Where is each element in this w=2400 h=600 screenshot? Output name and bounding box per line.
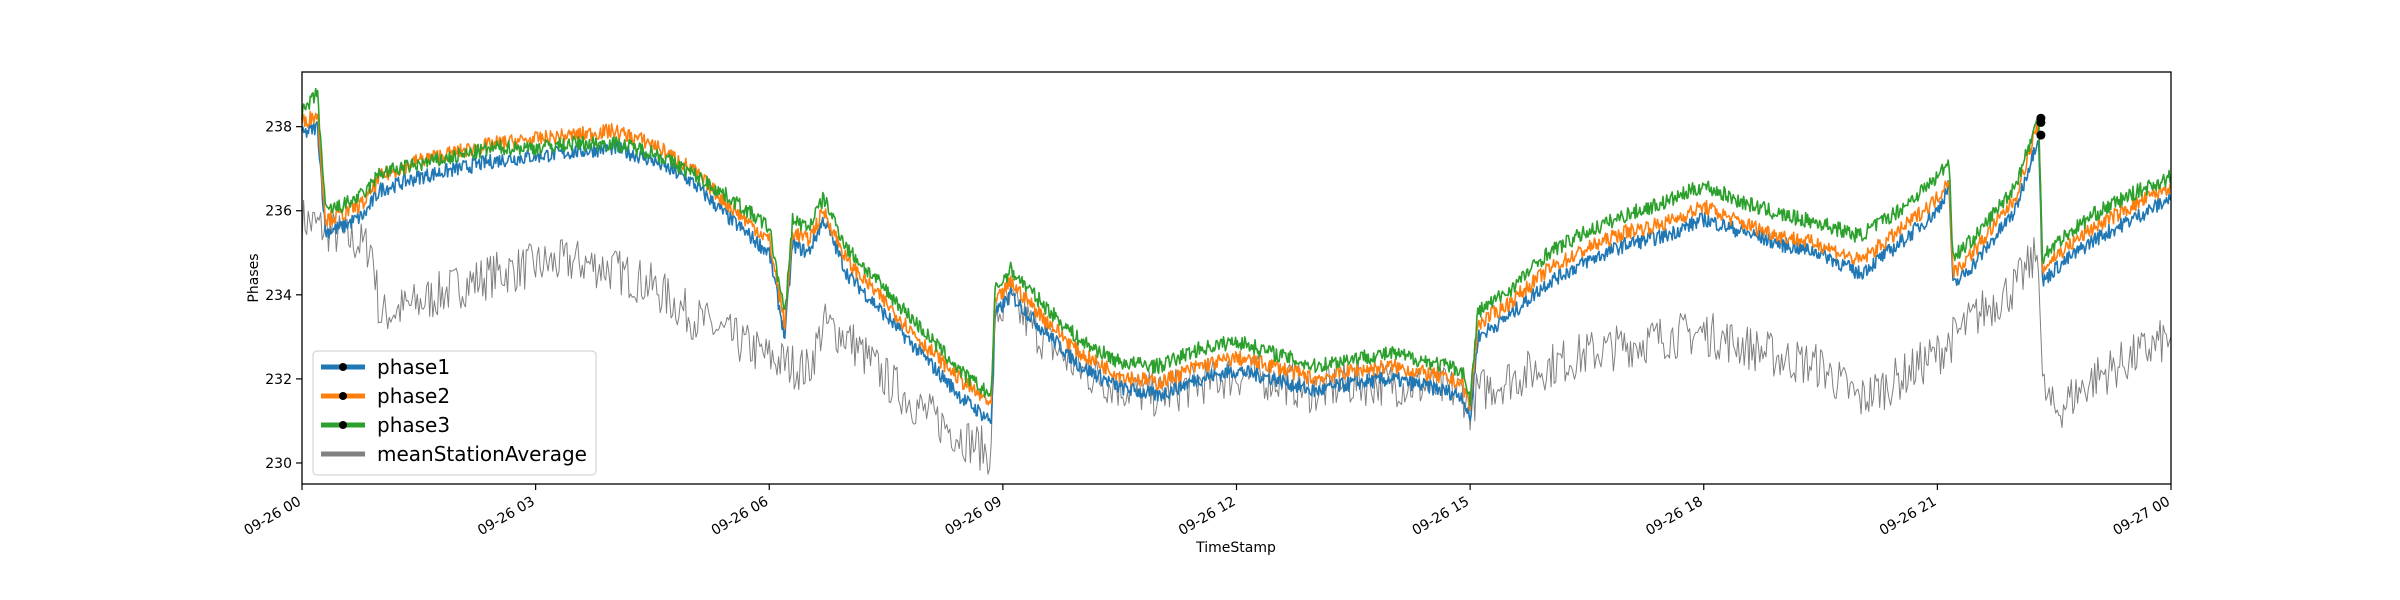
legend-marker-phase3	[339, 421, 347, 429]
x-tick-label: 09-26 12	[1176, 494, 1239, 539]
x-tick-label: 09-27 00	[2110, 494, 2173, 539]
series-line-phase3	[301, 87, 2172, 407]
legend-label-phase2: phase2	[377, 384, 450, 408]
legend: phase1 phase2 phase3 meanStationAverage	[312, 350, 597, 476]
x-tick-label: 09-26 15	[1410, 494, 1473, 539]
legend-box	[312, 350, 597, 476]
x-tick-label: 09-26 18	[1643, 494, 1706, 539]
x-tick-label: 09-26 09	[942, 494, 1005, 539]
plot-lines	[301, 87, 2172, 475]
y-tick-label: 236	[265, 204, 292, 220]
x-tick-label: 09-26 03	[475, 494, 538, 539]
legend-label-phase3: phase3	[377, 413, 450, 437]
series-line-meanStationAverage	[301, 199, 2172, 475]
legend-label-meanStationAverage: meanStationAverage	[377, 442, 587, 466]
y-tick-label: 232	[265, 372, 292, 388]
y-axis: 230 232 234 236 238	[265, 120, 302, 472]
legend-marker-phase2	[339, 392, 347, 400]
x-axis-label: TimeStamp	[1195, 540, 1276, 556]
y-axis-label: Phases	[246, 253, 262, 302]
series-marker-phase1	[2036, 130, 2046, 140]
legend-label-phase1: phase1	[377, 355, 450, 379]
x-tick-label: 09-26 00	[241, 494, 304, 539]
y-tick-label: 234	[265, 288, 292, 304]
legend-marker-phase1	[339, 363, 347, 371]
series-line-phase2	[301, 110, 2172, 411]
y-tick-label: 238	[265, 120, 292, 136]
x-axis: 09-26 00 09-26 03 09-26 06 09-26 09 09-26 12…	[241, 484, 2173, 539]
x-tick-label: 09-26 21	[1877, 494, 1940, 539]
series-marker-phase3	[2036, 113, 2046, 123]
y-tick-label: 230	[265, 456, 292, 472]
x-tick-label: 09-26 06	[709, 494, 772, 539]
